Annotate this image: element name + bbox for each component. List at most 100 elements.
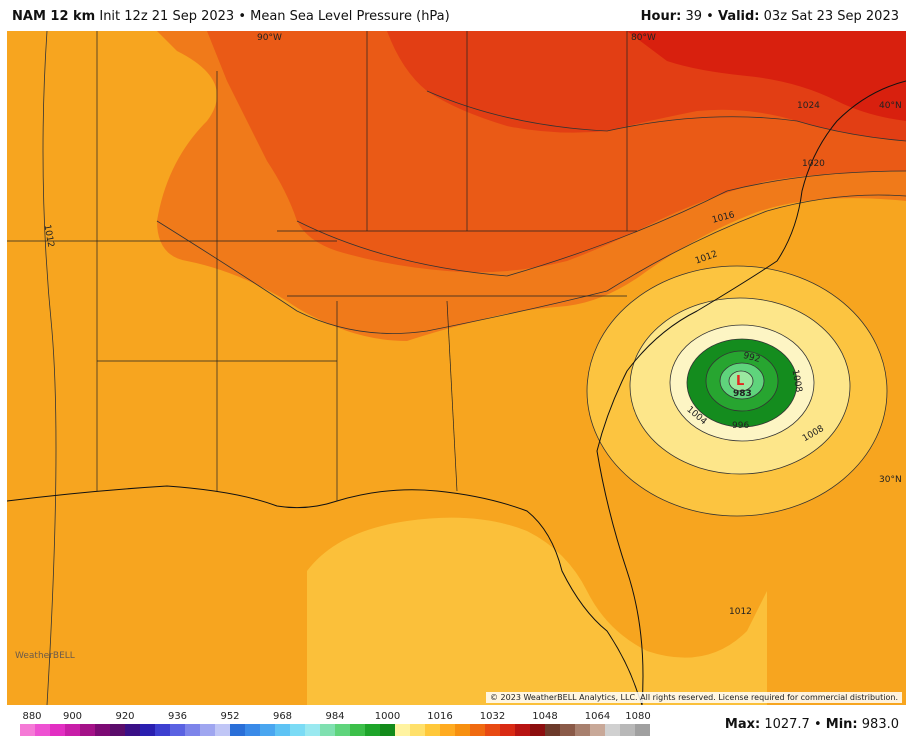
colorbar-swatch (590, 724, 606, 736)
colorbar-swatch (35, 724, 51, 736)
max-value: 1027.7 (764, 717, 810, 732)
header-title: NAM 12 km Init 12z 21 Sep 2023 • Mean Se… (12, 9, 450, 24)
isobar-label: 996 (732, 421, 750, 431)
colorbar-swatch (455, 724, 471, 736)
colorbar-swatch (260, 724, 276, 736)
colorbar-tick-label: 1000 (374, 711, 401, 722)
colorbar-tick-label: 1064 (584, 711, 611, 722)
colorbar-swatch (560, 724, 576, 736)
isobar-label: 1012 (729, 607, 752, 617)
gulf-coastline (7, 485, 643, 705)
colorbar-swatch (350, 724, 366, 736)
colorbar-swatch (365, 724, 381, 736)
colorbar-swatch (155, 724, 171, 736)
colorbar-swatch (290, 724, 306, 736)
colorbar-tick-label: 952 (220, 711, 240, 722)
colorbar-swatch (140, 724, 156, 736)
min-label: Min: (825, 717, 858, 732)
atlantic-coastline (596, 80, 906, 705)
colorbar-swatch (545, 724, 561, 736)
colorbar-swatch (110, 724, 126, 736)
meridian-label-90w: 90°W (257, 33, 282, 43)
colorbar-swatch (275, 724, 291, 736)
low-pressure-symbol: L (736, 374, 744, 389)
colorbar-swatch (410, 724, 426, 736)
max-label: Max: (724, 717, 761, 732)
colorbar-swatch (215, 724, 231, 736)
colorbar-tick-label: 1080 (625, 711, 651, 722)
isobar-1016 (156, 194, 906, 334)
isobar-1020 (296, 170, 906, 277)
state-borders (7, 31, 637, 501)
colorbar-swatch (20, 724, 36, 736)
valid-value: 03z Sat 23 Sep 2023 (763, 9, 899, 24)
band-1028 (627, 31, 906, 121)
field-stats: Max: 1027.7 • Min: 983.0 (725, 717, 899, 732)
colorbar-swatch (440, 724, 456, 736)
hour-value: 39 (685, 9, 703, 24)
hour-label: Hour: (640, 9, 682, 24)
colorbar-swatch (425, 724, 441, 736)
colorbar-swatch (380, 724, 396, 736)
colorbar-swatch (335, 724, 351, 736)
min-value: 983.0 (861, 717, 899, 732)
map-canvas: L (7, 31, 906, 705)
valid-label: Valid: (717, 9, 760, 24)
parallel-label-40n: 40°N (879, 101, 902, 111)
colorbar-swatch (230, 724, 246, 736)
isobar-label-min: 983 (733, 389, 752, 399)
colorbar-tick-label: 900 (62, 711, 83, 722)
colorbar-swatch (605, 724, 621, 736)
colorbar-swatch (185, 724, 201, 736)
colorbar-tick-label: 1048 (532, 711, 558, 722)
isobar-1024 (426, 90, 906, 142)
isobar-label: 1020 (802, 159, 825, 169)
footer-bar: 880 900 920 936 952 968 984 1000 1016 1032 1048 106… (0, 706, 913, 750)
colorbar-swatch (470, 724, 486, 736)
header-bar: NAM 12 km Init 12z 21 Sep 2023 • Mean Se… (0, 0, 913, 30)
colorbar-tick-label: 1032 (479, 711, 506, 722)
colorbar-tick-labels: 880 900 920 936 952 968 984 1000 1016 1032 1048 106… (20, 711, 650, 723)
isobar-label: 1024 (797, 101, 820, 111)
header-valid: Hour: 39 • Valid: 03z Sat 23 Sep 2023 (641, 9, 899, 24)
field-name: Mean Sea Level Pressure (hPa) (250, 9, 450, 24)
colorbar-swatch (125, 724, 141, 736)
colorbar-swatch (515, 724, 531, 736)
header-separator-2: • (706, 9, 714, 24)
colorbar-tick-label: 1016 (427, 711, 453, 722)
colorbar-tick-label: 936 (167, 711, 188, 722)
meridian-label-80w: 80°W (631, 33, 656, 43)
colorbar-swatch (620, 724, 636, 736)
pressure-map[interactable]: L 90°W 80°W 40°N 30°N 1012 1012 1016 102… (7, 31, 906, 705)
header-separator: • (238, 9, 246, 24)
colorbar-swatch (635, 724, 650, 736)
colorbar-swatch (500, 724, 516, 736)
colorbar-swatch (95, 724, 111, 736)
colorbar-tick-label: 880 (22, 711, 42, 722)
colorbar-swatch (530, 724, 546, 736)
colorbar-tick-label: 984 (325, 711, 345, 722)
colorbar-swatch (395, 724, 411, 736)
parallel-label-30n: 30°N (879, 475, 902, 485)
gulf-light-region (307, 517, 767, 705)
colorbar-swatch (575, 724, 591, 736)
colorbar (20, 724, 650, 736)
colorbar-tick-label: 920 (115, 711, 135, 722)
stats-separator: • (813, 717, 822, 732)
model-name: NAM 12 km (12, 9, 96, 24)
colorbar-tick-label: 968 (272, 711, 293, 722)
colorbar-swatch (485, 724, 501, 736)
weatherbell-logo: WeatherBELL (15, 651, 75, 661)
colorbar-swatch (305, 724, 321, 736)
colorbar-swatch (200, 724, 216, 736)
colorbar-swatch (320, 724, 336, 736)
copyright-notice: © 2023 WeatherBELL Analytics, LLC. All r… (486, 692, 902, 703)
ring-984 (728, 370, 754, 392)
colorbar-swatch (245, 724, 261, 736)
isobar-1012 (42, 31, 57, 705)
colorbar-swatch (80, 724, 96, 736)
colorbar-swatch (170, 724, 186, 736)
init-time: Init 12z 21 Sep 2023 (99, 9, 235, 24)
colorbar-swatch (50, 724, 66, 736)
colorbar-swatch (65, 724, 81, 736)
